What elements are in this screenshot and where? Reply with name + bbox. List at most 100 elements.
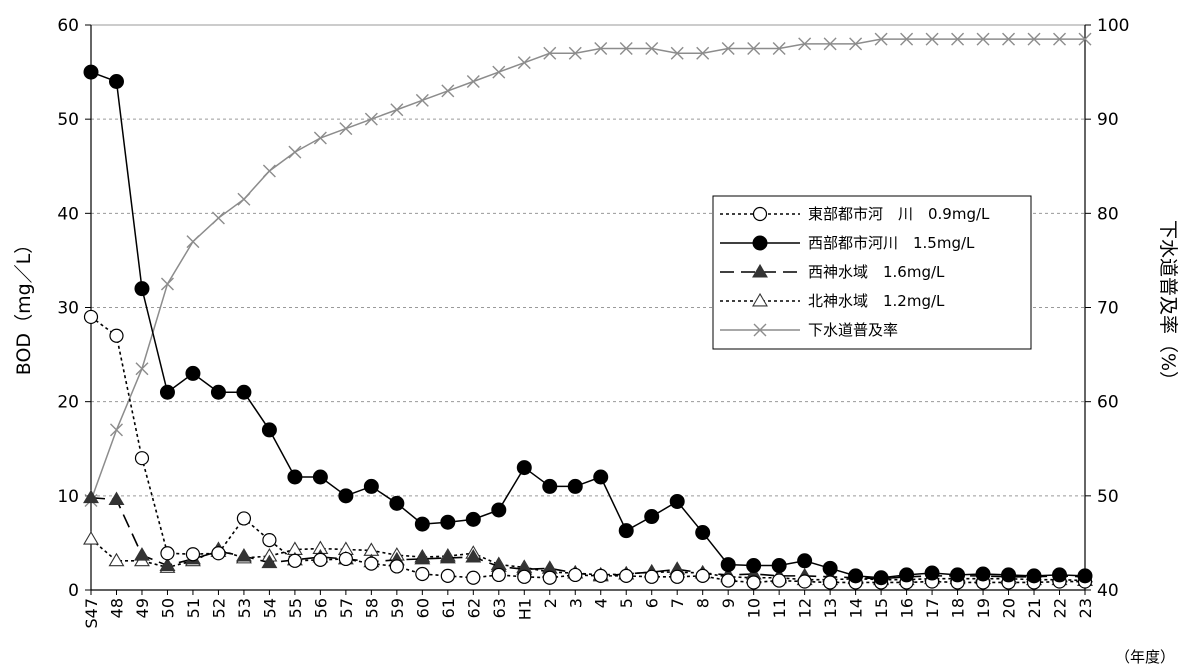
data-point (439, 549, 456, 564)
x-tick-label: 54 (260, 598, 279, 618)
x-axis-unit-label: （年度） (1115, 648, 1175, 666)
data-point (593, 568, 608, 583)
x-tick-label: 6 (643, 598, 662, 608)
data-point (364, 112, 378, 126)
x-tick-label: 62 (464, 598, 483, 618)
x-tick-label: 59 (388, 598, 407, 618)
data-point (491, 502, 507, 518)
data-point (440, 514, 456, 530)
legend-entry: 西部都市河川 1.5mg/L (720, 234, 975, 252)
x-tick-label: 16 (898, 598, 917, 618)
data-point (721, 573, 736, 588)
data-point (108, 491, 125, 506)
data-point (746, 575, 761, 590)
y-left-tick-label: 30 (57, 299, 79, 319)
data-point (976, 32, 990, 46)
data-point (338, 488, 354, 504)
x-tick-label: 15 (872, 598, 891, 618)
series-line (90, 538, 1086, 582)
x-tick-label: 60 (413, 598, 432, 618)
y-left-tick-label: 0 (68, 581, 79, 601)
x-tick-label: 23 (1076, 598, 1095, 618)
x-tick-label: S47 (82, 598, 101, 629)
data-point (210, 384, 226, 400)
data-point (339, 122, 353, 136)
x-tick-label: 9 (719, 598, 738, 608)
data-point (414, 550, 431, 565)
x-tick-label: 19 (974, 598, 993, 618)
x-tick-label: 53 (235, 598, 254, 618)
legend-entry: 北神水域 1.2mg/L (720, 292, 945, 310)
data-point (135, 362, 149, 376)
x-tick-label: 52 (209, 598, 228, 618)
data-point (848, 568, 864, 584)
y-left-tick-label: 60 (57, 16, 79, 36)
data-point (951, 32, 965, 46)
data-point (261, 554, 278, 569)
data-point (874, 32, 888, 46)
data-point (465, 511, 481, 527)
data-point (543, 46, 557, 60)
data-point (440, 568, 455, 583)
data-point (288, 145, 302, 159)
y-axis-left-title: BOD（mg／L） (13, 235, 35, 375)
data-point (925, 32, 939, 46)
data-point (109, 328, 124, 343)
data-point (389, 495, 405, 511)
data-point (752, 292, 768, 307)
data-point (950, 567, 966, 583)
data-point (465, 548, 482, 563)
x-tick-label: 61 (439, 598, 458, 618)
legend-label: 西部都市河川 1.5mg/L (808, 234, 975, 252)
data-point (262, 532, 277, 548)
data-point (900, 32, 914, 46)
data-point (466, 75, 480, 88)
data-point (338, 551, 353, 567)
data-point (389, 559, 404, 574)
data-point (772, 42, 786, 56)
data-point (211, 546, 226, 561)
y-right-tick-label: 100 (1097, 16, 1129, 36)
data-point (134, 547, 150, 561)
x-tick-label: 10 (745, 598, 764, 618)
data-point (492, 65, 506, 79)
data-point (185, 365, 201, 381)
data-point (517, 56, 531, 70)
data-point (1027, 32, 1041, 46)
y-right-tick-label: 70 (1097, 299, 1119, 319)
data-point (797, 553, 813, 569)
data-point (262, 164, 276, 178)
data-point (568, 46, 582, 60)
legend-entry: 西神水域 1.6mg/L (720, 263, 945, 281)
data-point (669, 493, 685, 509)
x-tick-label: 11 (770, 598, 789, 618)
legend-label: 北神水域 1.2mg/L (808, 292, 945, 310)
y-right-tick-label: 40 (1097, 581, 1119, 601)
data-point (752, 206, 768, 222)
data-point (899, 567, 915, 583)
data-point (1078, 32, 1092, 46)
data-point (1026, 568, 1042, 584)
data-point (975, 566, 991, 582)
data-point (516, 460, 532, 476)
data-point (109, 423, 123, 437)
data-point (752, 263, 768, 278)
data-point (798, 37, 812, 51)
data-point (823, 37, 837, 51)
data-point (466, 570, 481, 585)
data-point (441, 84, 455, 98)
data-point (414, 516, 430, 532)
data-point (134, 451, 150, 466)
data-point (134, 281, 150, 297)
data-point (822, 560, 838, 576)
x-tick-label: 50 (158, 598, 177, 618)
data-point (695, 525, 711, 541)
x-tick-label: 48 (107, 598, 126, 618)
series-2 (83, 489, 1093, 585)
series-3 (83, 531, 1093, 587)
y-axis-right-title: 下水道普及率（%） (1157, 220, 1179, 390)
x-tick-label: 63 (490, 598, 509, 618)
x-axis-ticks: S47 48 49 50 51 52 53 54 55 56 57 58 59 60 61 62 63 H1 2 3 4… (82, 590, 1095, 629)
data-point (772, 573, 787, 588)
data-point (83, 309, 99, 325)
